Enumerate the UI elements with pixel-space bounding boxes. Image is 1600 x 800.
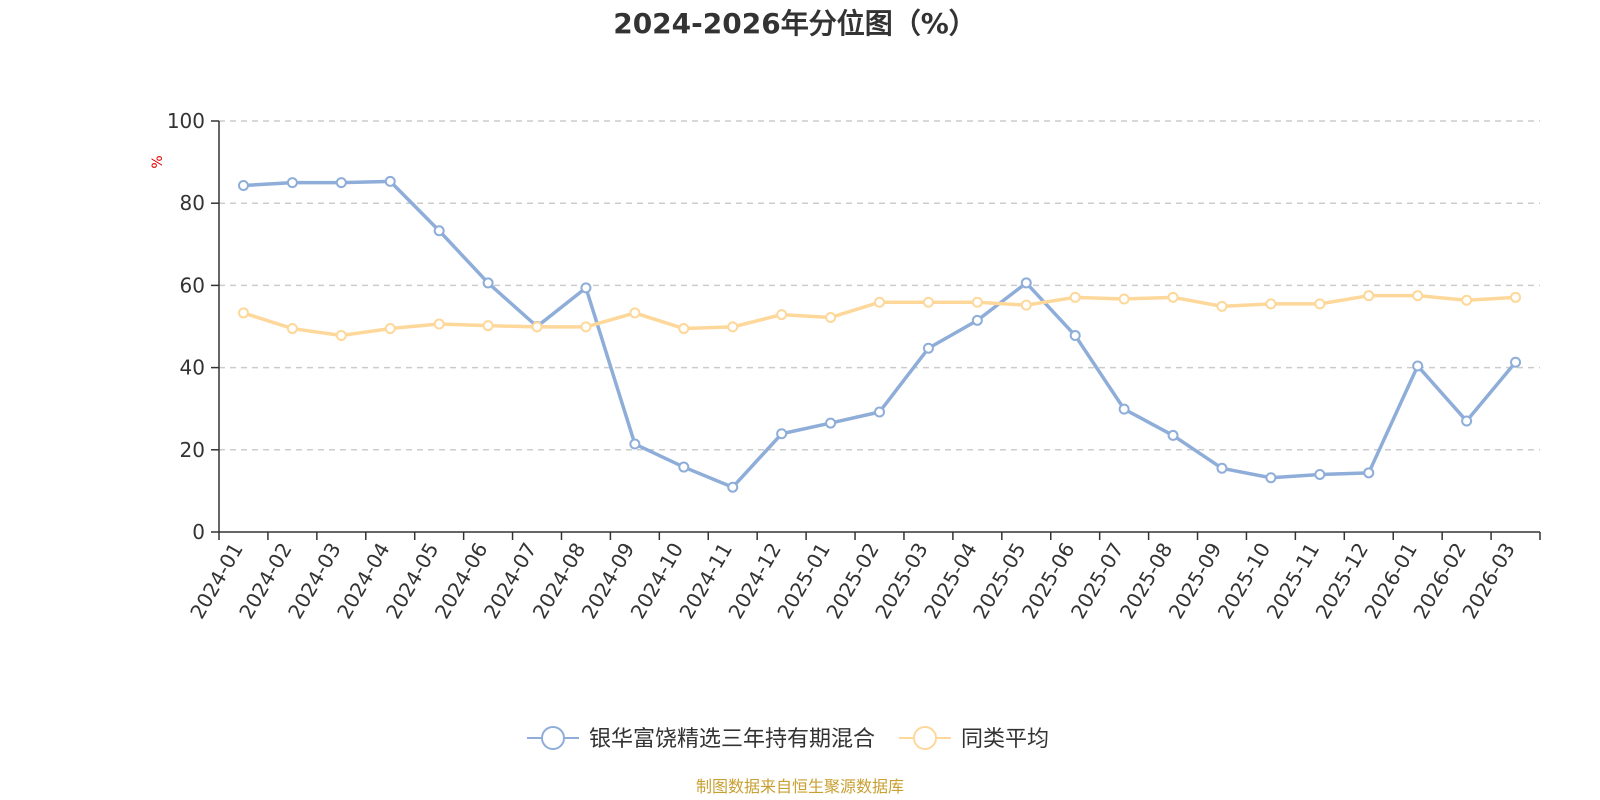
y-tick-label: 40 — [180, 356, 205, 380]
data-point[interactable] — [580, 321, 592, 333]
data-point[interactable] — [531, 321, 543, 333]
data-point[interactable] — [384, 323, 396, 335]
data-point[interactable] — [286, 323, 298, 335]
data-point[interactable] — [678, 323, 690, 335]
data-point[interactable] — [1069, 291, 1081, 303]
data-point[interactable] — [1265, 298, 1277, 310]
data-point[interactable] — [825, 417, 837, 429]
source-note: 制图数据来自恒生聚源数据库 — [696, 777, 904, 796]
data-point[interactable] — [1020, 299, 1032, 311]
data-point[interactable] — [1069, 330, 1081, 342]
data-point[interactable] — [678, 461, 690, 473]
data-point[interactable] — [1167, 291, 1179, 303]
data-point[interactable] — [825, 311, 837, 323]
data-point[interactable] — [1216, 462, 1228, 474]
data-point[interactable] — [433, 225, 445, 237]
data-point[interactable] — [237, 307, 249, 319]
data-point[interactable] — [874, 296, 885, 308]
data-point[interactable] — [971, 296, 983, 308]
data-point[interactable] — [1118, 293, 1130, 305]
series-2 — [237, 290, 1522, 342]
data-point[interactable] — [922, 296, 934, 308]
legend-marker — [541, 726, 565, 750]
data-point[interactable] — [1461, 294, 1473, 306]
data-point[interactable] — [1412, 290, 1424, 302]
data-point[interactable] — [580, 282, 592, 294]
y-tick-label: 20 — [180, 438, 205, 462]
data-point[interactable] — [433, 318, 445, 330]
y-tick-label: 100 — [167, 109, 205, 133]
series-1 — [237, 175, 1522, 493]
series-line — [243, 179, 1517, 489]
data-point[interactable] — [1167, 429, 1179, 441]
data-point[interactable] — [237, 180, 249, 192]
data-point[interactable] — [335, 177, 347, 189]
data-point[interactable] — [1216, 300, 1228, 312]
data-point[interactable] — [1510, 291, 1522, 303]
data-point[interactable] — [1265, 472, 1277, 484]
data-point[interactable] — [971, 314, 983, 326]
data-point[interactable] — [384, 175, 396, 187]
data-point[interactable] — [776, 428, 788, 440]
legend-label: 同类平均 — [961, 727, 1049, 752]
legend-label: 银华富饶精选三年持有期混合 — [589, 727, 875, 752]
grid-lines — [219, 120, 1540, 451]
data-point[interactable] — [1510, 356, 1522, 368]
data-point[interactable] — [1363, 290, 1375, 302]
data-point[interactable] — [1020, 277, 1032, 289]
data-point[interactable] — [1314, 298, 1326, 310]
legend-item-2[interactable]: 同类平均 — [899, 726, 1049, 752]
y-tick-label: 80 — [180, 191, 205, 215]
data-point[interactable] — [286, 177, 298, 189]
data-point[interactable] — [922, 342, 934, 354]
y-tick-label: 60 — [180, 273, 205, 297]
legend[interactable]: 银华富饶精选三年持有期混合 同类平均 — [527, 726, 1049, 752]
data-point[interactable] — [874, 406, 885, 418]
data-point[interactable] — [776, 309, 788, 321]
data-point[interactable] — [629, 307, 641, 319]
y-axis-unit: % — [150, 155, 166, 168]
data-point[interactable] — [1412, 360, 1424, 372]
legend-item-1[interactable]: 银华富饶精选三年持有期混合 — [527, 726, 875, 752]
data-point[interactable] — [629, 438, 641, 450]
data-point[interactable] — [482, 277, 494, 289]
data-point[interactable] — [727, 481, 739, 493]
axes: 0204060801002024-012024-022024-032024-04… — [167, 109, 1541, 623]
data-point[interactable] — [1461, 415, 1473, 427]
chart-title: 2024-2026年分位图（%） — [613, 7, 977, 40]
data-point[interactable] — [335, 330, 347, 342]
data-point[interactable] — [1363, 467, 1375, 479]
legend-marker — [913, 726, 937, 750]
data-point[interactable] — [1118, 403, 1130, 415]
y-tick-label: 0 — [192, 520, 205, 544]
series-layer — [237, 175, 1522, 493]
data-point[interactable] — [482, 320, 494, 332]
data-point[interactable] — [727, 321, 739, 333]
data-point[interactable] — [1314, 468, 1326, 480]
